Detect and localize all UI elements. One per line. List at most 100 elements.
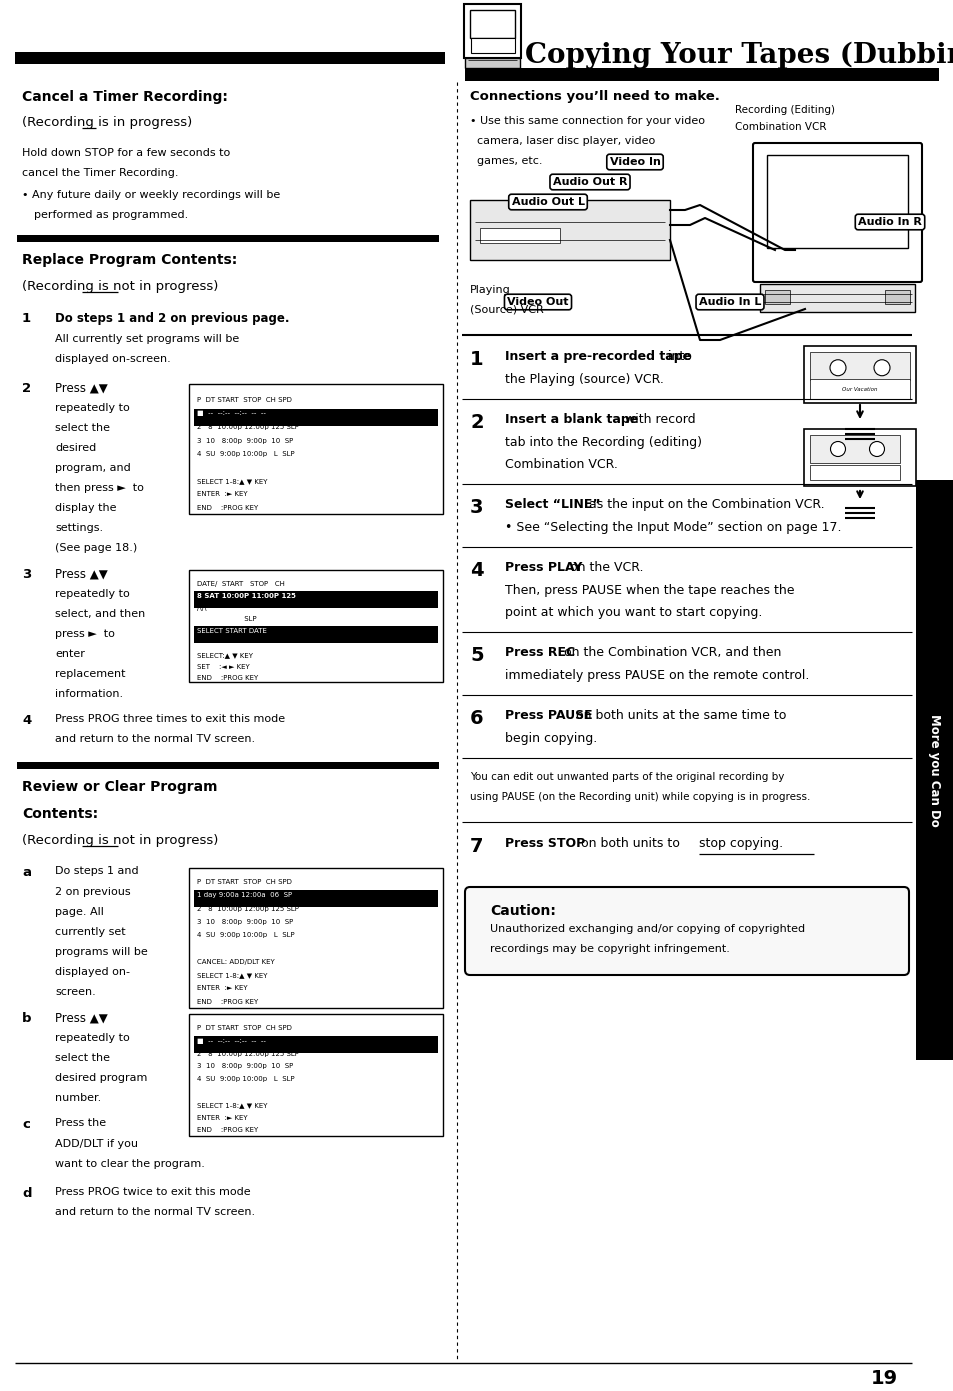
Text: • Use this same connection for your video: • Use this same connection for your vide… [470,115,704,127]
Text: DATE/  START   STOP   CH: DATE/ START STOP CH [196,581,285,587]
Text: (Recording is not in progress): (Recording is not in progress) [22,280,218,294]
Text: Recording (Editing): Recording (Editing) [734,104,834,115]
Bar [464,68,938,81]
Text: Audio In R: Audio In R [857,217,921,227]
Text: Press PROG three times to exit this mode: Press PROG three times to exit this mode [55,714,285,723]
Text: ■  --  --:--  --:--  --  --: ■ -- --:-- --:-- -- -- [196,1038,266,1043]
Bar [884,289,909,305]
Text: repeatedly to: repeatedly to [55,1034,130,1043]
Text: want to clear the program.: want to clear the program. [55,1159,205,1168]
Text: 1: 1 [470,351,483,369]
Bar [17,762,438,769]
Text: ENTER  :► KEY: ENTER :► KEY [196,1114,248,1121]
Text: SLP: SLP [196,616,256,622]
Text: Press ▲▼: Press ▲▼ [55,383,108,395]
Text: stop copying.: stop copying. [699,837,782,850]
Bar [15,51,444,64]
Bar [809,465,899,480]
Text: press ►  to: press ► to [55,629,114,638]
Text: Copying Your Tapes (Dubbing): Copying Your Tapes (Dubbing) [524,42,953,70]
Text: Contents:: Contents: [22,807,98,821]
Text: 4: 4 [470,561,483,580]
Text: Select “LINE”: Select “LINE” [504,498,599,510]
Text: page. All: page. All [55,907,104,917]
Text: enter: enter [55,650,85,659]
Bar [470,10,515,38]
Text: 3  10   8:00p  9:00p  10  SP: 3 10 8:00p 9:00p 10 SP [196,919,293,925]
Bar [766,154,907,248]
Text: END    :PROG KEY: END :PROG KEY [196,1127,258,1134]
Bar [193,626,437,643]
Text: 7: 7 [470,837,483,855]
Bar [809,352,909,380]
Text: SET    :◄ ► KEY: SET :◄ ► KEY [196,664,250,669]
Text: (Recording is in progress): (Recording is in progress) [22,115,193,129]
Bar [193,591,437,608]
Text: 2   8  10:00p 12:00p 125 SLP: 2 8 10:00p 12:00p 125 SLP [196,906,298,911]
Text: information.: information. [55,689,123,700]
Text: Video Out: Video Out [507,298,568,307]
Text: c: c [22,1118,30,1131]
Text: Our Vacation: Our Vacation [841,388,877,392]
Text: select the: select the [55,1053,110,1063]
Text: displayed on-screen.: displayed on-screen. [55,353,171,364]
Text: Review or Clear Program: Review or Clear Program [22,780,217,794]
Text: on the VCR.: on the VCR. [566,561,643,574]
Text: Caution:: Caution: [490,904,556,918]
Text: Press the: Press the [55,1118,106,1128]
Text: 2: 2 [22,383,31,395]
Text: 19: 19 [869,1369,897,1388]
Circle shape [829,360,845,376]
Text: b: b [22,1013,31,1025]
Text: SELECT START DATE: SELECT START DATE [196,629,267,634]
Text: screen.: screen. [55,988,95,997]
FancyBboxPatch shape [189,868,442,1008]
Text: begin copying.: begin copying. [504,732,597,746]
Text: as the input on the Combination VCR.: as the input on the Combination VCR. [584,498,823,510]
Text: • See “Selecting the Input Mode” section on page 17.: • See “Selecting the Input Mode” section… [504,522,841,534]
Text: ENTER  :► KEY: ENTER :► KEY [196,985,248,992]
Circle shape [873,360,889,376]
Text: Video In: Video In [609,157,659,167]
Text: 1 day 9:00a 12:00a  06  SP: 1 day 9:00a 12:00a 06 SP [196,892,292,899]
Text: P  DT START  STOP  CH SPD: P DT START STOP CH SPD [196,1025,292,1031]
Text: using PAUSE (on the Recording unit) while copying is in progress.: using PAUSE (on the Recording unit) whil… [470,791,809,803]
Text: (See page 18.): (See page 18.) [55,542,137,554]
Text: Press ▲▼: Press ▲▼ [55,568,108,581]
Bar [764,289,789,305]
Bar [464,58,519,68]
FancyBboxPatch shape [189,1014,442,1136]
Text: • Any future daily or weekly recordings will be: • Any future daily or weekly recordings … [22,191,280,200]
Text: P  DT START  STOP  CH SPD: P DT START STOP CH SPD [196,396,292,403]
Text: on both units at the same time to: on both units at the same time to [572,709,786,722]
Text: 6: 6 [470,709,483,727]
Text: on the Combination VCR, and then: on the Combination VCR, and then [559,645,781,659]
Circle shape [868,441,883,456]
Text: 8 SAT 10:00P 11:00P 125: 8 SAT 10:00P 11:00P 125 [196,593,295,598]
Text: with record: with record [620,413,695,426]
Text: Audio Out R: Audio Out R [552,177,626,186]
Text: CANCEL: ADD/DLT KEY: CANCEL: ADD/DLT KEY [196,958,274,965]
Text: replacement: replacement [55,669,126,679]
Text: cancel the Timer Recording.: cancel the Timer Recording. [22,168,178,178]
Bar [479,228,559,243]
Text: currently set: currently set [55,926,126,938]
Circle shape [830,441,844,456]
FancyBboxPatch shape [189,570,442,682]
Text: Do steps 1 and: Do steps 1 and [55,867,138,876]
Text: into: into [663,351,691,363]
FancyBboxPatch shape [464,887,908,975]
Text: Replace Program Contents:: Replace Program Contents: [22,253,237,267]
Text: and return to the normal TV screen.: and return to the normal TV screen. [55,1207,254,1217]
Text: All currently set programs will be: All currently set programs will be [55,334,239,344]
Text: 2 on previous: 2 on previous [55,887,131,897]
Text: tab into the Recording (editing): tab into the Recording (editing) [504,435,701,449]
Text: display the: display the [55,504,116,513]
Text: Press REC: Press REC [504,645,575,659]
Text: a: a [22,867,30,879]
Text: number.: number. [55,1093,101,1103]
Text: ■  --  --:--  --:--  --  --: ■ -- --:-- --:-- -- -- [196,410,266,416]
Text: Then, press PAUSE when the tape reaches the: Then, press PAUSE when the tape reaches … [504,584,794,597]
Text: END    :PROG KEY: END :PROG KEY [196,676,258,682]
Text: More you Can Do: More you Can Do [927,714,941,826]
